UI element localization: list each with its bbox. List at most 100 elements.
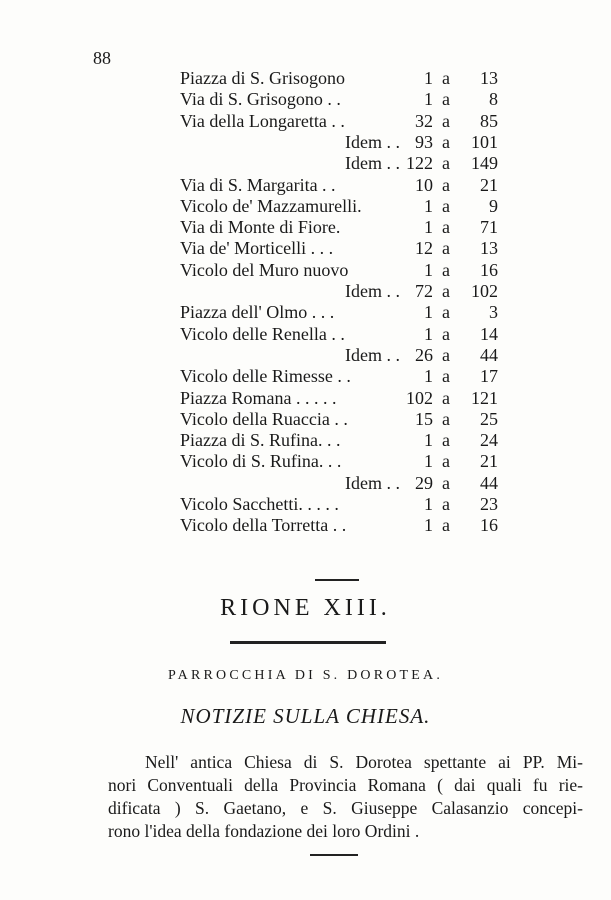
table-row: Via della Longaretta . . 32 a 85 — [0, 111, 611, 132]
street-name: Idem . . — [345, 153, 400, 174]
street-name: Vicolo delle Renella . . — [180, 323, 345, 344]
to-number: 13 — [480, 238, 498, 259]
from-number: 122 — [406, 153, 433, 174]
street-name: Via della Longaretta . . — [180, 110, 345, 131]
to-number: 101 — [471, 131, 498, 152]
separator: a — [442, 153, 450, 174]
street-name: Vicolo di S. Rufina. . . — [180, 451, 342, 472]
separator: a — [442, 387, 450, 408]
to-number: 21 — [480, 451, 498, 472]
street-name: Vicolo Sacchetti. . . . . — [180, 494, 339, 514]
from-number: 72 — [415, 281, 433, 301]
table-row: Vicolo delle Renella . . 1 a 14 — [0, 324, 611, 345]
from-number: 1 — [424, 515, 433, 536]
table-row: Idem . . 26 a 44 — [0, 345, 611, 366]
to-number: 13 — [480, 68, 498, 88]
street-name: Via di S. Grisogono . . — [180, 89, 341, 110]
table-row: Idem . . 72 a 102 — [0, 281, 611, 302]
from-number: 1 — [424, 259, 433, 280]
from-number: 1 — [424, 430, 433, 451]
table-row: Vicolo della Ruaccia . . 15 a 25 — [0, 409, 611, 430]
page-number: 88 — [93, 48, 111, 68]
separator: a — [442, 68, 450, 88]
paragraph-line: Nell' antica Chiesa di S. Dorotea spetta… — [145, 752, 583, 772]
street-name: Vicolo della Ruaccia . . — [180, 408, 348, 429]
paragraph-line: dificata ) S. Gaetano, e S. Giuseppe Cal… — [108, 798, 583, 818]
to-number: 9 — [489, 195, 498, 216]
to-number: 102 — [471, 281, 498, 301]
street-name: Piazza Romana . . . . . — [180, 387, 337, 408]
to-number: 24 — [480, 430, 498, 451]
separator: a — [442, 451, 450, 472]
street-name: Vicolo delle Rimesse . . — [180, 366, 351, 387]
to-number: 149 — [471, 153, 498, 174]
to-number: 8 — [489, 89, 498, 110]
subtitle: NOTIZIE SULLA CHIESA. — [180, 704, 431, 728]
separator: a — [442, 174, 450, 195]
street-name: Idem . . — [345, 281, 400, 301]
from-number: 1 — [424, 68, 433, 88]
table-row: Piazza di S. Grisogono 1 a 13 — [0, 68, 611, 89]
table-row: Idem . . 122 a 149 — [0, 153, 611, 174]
separator: a — [442, 217, 450, 238]
to-number: 16 — [480, 259, 498, 280]
to-number: 23 — [480, 494, 498, 514]
paragraph-line: nori Conventuali della Provincia Romana … — [108, 775, 583, 795]
from-number: 1 — [424, 323, 433, 344]
separator: a — [442, 472, 450, 493]
street-name: Via di S. Margarita . . — [180, 174, 336, 195]
from-number: 1 — [424, 451, 433, 472]
street-name: Idem . . — [345, 472, 400, 493]
to-number: 44 — [480, 472, 498, 493]
section-title: RIONE XIII. — [220, 595, 391, 621]
to-number: 16 — [480, 515, 498, 536]
to-number: 25 — [480, 408, 498, 429]
rule — [310, 854, 358, 856]
street-name: Piazza dell' Olmo . . . — [180, 302, 335, 323]
street-name: Vicolo della Torretta . . — [180, 515, 347, 536]
parish-heading: PARROCCHIA DI S. DOROTEA. — [167, 668, 444, 683]
separator: a — [442, 302, 450, 323]
separator: a — [442, 515, 450, 536]
to-number: 44 — [480, 344, 498, 365]
street-name: Idem . . — [345, 131, 400, 152]
table-row: Vicolo della Torretta . . 1 a 16 — [0, 515, 611, 536]
separator: a — [442, 323, 450, 344]
separator: a — [442, 259, 450, 280]
table-row: Vicolo de' Mazzamurelli. 1 a 9 — [0, 196, 611, 217]
street-name: Piazza di S. Grisogono — [180, 68, 345, 88]
table-row: Vicolo delle Rimesse . . 1 a 17 — [0, 366, 611, 387]
from-number: 102 — [406, 387, 433, 408]
table-row: Via di S. Margarita . . 10 a 21 — [0, 175, 611, 196]
table-row: Via de' Morticelli . . . 12 a 13 — [0, 238, 611, 259]
from-number: 29 — [415, 472, 433, 493]
separator: a — [442, 238, 450, 259]
separator: a — [442, 131, 450, 152]
from-number: 15 — [415, 408, 433, 429]
to-number: 85 — [480, 110, 498, 131]
to-number: 121 — [471, 387, 498, 408]
table-row: Vicolo del Muro nuovo 1 a 16 — [0, 260, 611, 281]
table-row: Vicolo Sacchetti. . . . . 1 a 23 — [0, 494, 611, 515]
separator: a — [442, 110, 450, 131]
separator: a — [442, 195, 450, 216]
separator: a — [442, 494, 450, 514]
street-name: Idem . . — [345, 344, 400, 365]
table-row: Piazza di S. Rufina. . . 1 a 24 — [0, 430, 611, 451]
from-number: 1 — [424, 302, 433, 323]
from-number: 93 — [415, 131, 433, 152]
to-number: 3 — [489, 302, 498, 323]
to-number: 14 — [480, 323, 498, 344]
table-row: Idem . . 29 a 44 — [0, 473, 611, 494]
table-row: Vicolo di S. Rufina. . . 1 a 21 — [0, 451, 611, 472]
from-number: 1 — [424, 89, 433, 110]
street-name: Piazza di S. Rufina. . . — [180, 430, 341, 451]
separator: a — [442, 366, 450, 387]
to-number: 71 — [480, 217, 498, 238]
from-number: 12 — [415, 238, 433, 259]
table-row: Via di Monte di Fiore. 1 a 71 — [0, 217, 611, 238]
from-number: 10 — [415, 174, 433, 195]
